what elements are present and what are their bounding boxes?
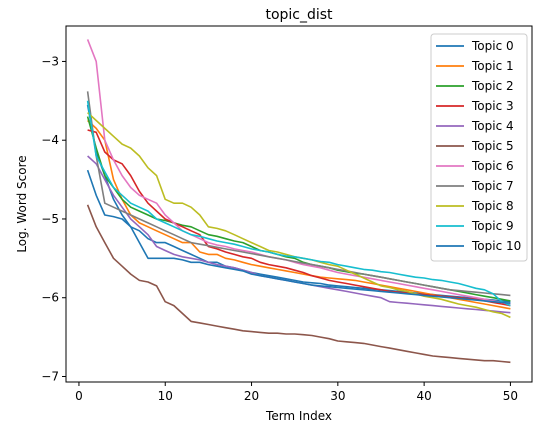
legend: Topic 0 Topic 1 Topic 2 Topic 3 Topic 4 Topic… [430, 33, 528, 262]
y-tick-label: −7 [41, 369, 59, 383]
legend-label-topic-0: Topic 0 [471, 39, 514, 53]
legend-label-topic-1: Topic 1 [471, 59, 514, 73]
legend-label-topic-10: Topic 10 [471, 239, 521, 253]
x-tick-label: 40 [416, 389, 431, 403]
y-tick-label: −4 [41, 133, 59, 147]
y-tick-label: −6 [41, 291, 59, 305]
x-tick-label: 20 [244, 389, 259, 403]
legend-label-topic-4: Topic 4 [471, 119, 514, 133]
legend-label-topic-7: Topic 7 [471, 179, 514, 193]
x-tick-label: 10 [158, 389, 173, 403]
y-axis: −3 −4 −5 −6 −7 [41, 54, 66, 383]
legend-label-topic-6: Topic 6 [471, 159, 514, 173]
series-line-topic-5 [86, 204, 511, 364]
plot-frame [65, 25, 533, 383]
y-tick-label: −3 [41, 54, 59, 68]
legend-label-topic-5: Topic 5 [471, 139, 514, 153]
legend-label-topic-9: Topic 9 [471, 219, 514, 233]
legend-frame [430, 33, 528, 262]
x-axis-label: Term Index [265, 409, 332, 423]
y-axis-label: Log. Word Score [15, 155, 29, 252]
x-tick-label: 50 [503, 389, 518, 403]
series-line-topic-9 [86, 100, 511, 307]
series-line-topic-6 [86, 39, 511, 305]
legend-label-topic-8: Topic 8 [471, 199, 514, 213]
series-line-topic-7 [86, 91, 511, 297]
x-axis: 0 10 20 30 40 50 [75, 382, 518, 403]
y-tick-label: −5 [41, 212, 59, 226]
x-tick-label: 30 [330, 389, 345, 403]
x-tick-label: 0 [75, 389, 83, 403]
series-layer [86, 39, 511, 364]
legend-items: Topic 0 Topic 1 Topic 2 Topic 3 Topic 4 Topic… [436, 39, 521, 253]
series-line-topic-10 [86, 169, 511, 304]
legend-label-topic-3: Topic 3 [471, 99, 514, 113]
chart-title: topic_dist [265, 7, 333, 23]
legend-label-topic-2: Topic 2 [471, 79, 514, 93]
